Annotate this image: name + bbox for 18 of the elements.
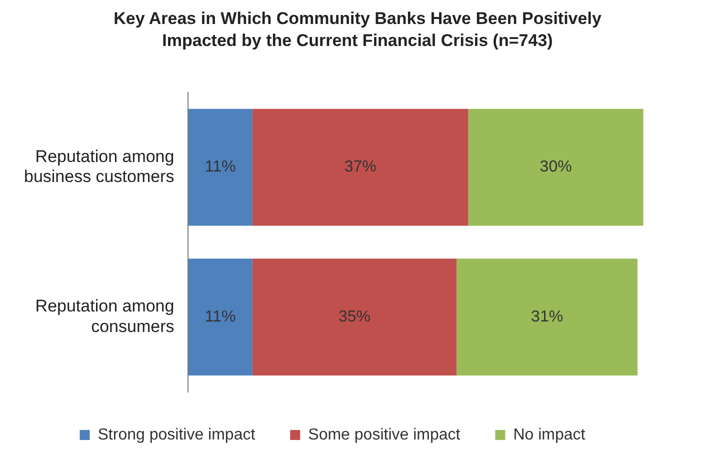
data-label: 11% (204, 308, 236, 326)
bar (252, 108, 468, 226)
data-label: 37% (344, 158, 376, 176)
chart-title: Key Areas in Which Community Banks Have Been Positively Impacted by the Current Financial Crisis (n=743) (112, 8, 602, 52)
y-tick-label: Reputation among consumers (35, 296, 174, 336)
legend-label: Strong positive impact (98, 426, 256, 444)
bar (456, 258, 638, 376)
bar (188, 108, 252, 226)
y-tick-label: Reputation among business customers (24, 146, 174, 186)
bar (188, 258, 252, 376)
data-label: 31% (531, 308, 564, 326)
legend-label: No impact (513, 426, 586, 444)
bar (252, 258, 457, 376)
data-label: 35% (338, 308, 371, 326)
data-label: 30% (540, 158, 572, 176)
data-label: 11% (204, 158, 236, 176)
legend-label: Some positive impact (308, 426, 461, 444)
bar (468, 108, 644, 226)
